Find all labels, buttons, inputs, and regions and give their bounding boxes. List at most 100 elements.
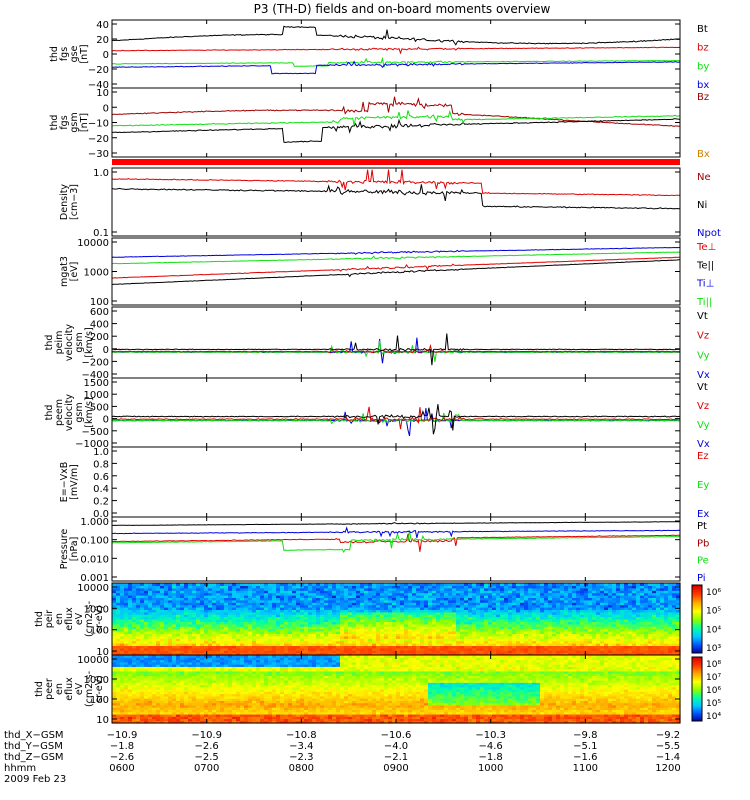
legend-Vx: Vx xyxy=(697,370,710,381)
legend-Pt: Pt xyxy=(697,521,707,532)
ytick-label: 1000 xyxy=(84,675,109,686)
legend-Pi: Pi xyxy=(697,573,706,584)
ylabel-peem-vel: thd xyxy=(44,405,55,421)
panel-frame-temp xyxy=(111,237,681,306)
ytick-label: 0.1 xyxy=(93,228,109,239)
ytick-label: −10 xyxy=(88,119,109,130)
xtick-value: −1.8 xyxy=(110,741,134,752)
status-bar xyxy=(112,159,680,165)
legend-bz: bz xyxy=(697,43,709,54)
ylabel-temp: mgat3 xyxy=(59,256,70,287)
ytick-label: 1500 xyxy=(84,378,109,389)
ytick-label: −20 xyxy=(88,134,109,145)
ylabel-fgs-gse: fgs xyxy=(59,47,70,61)
ytick-label: −1000 xyxy=(75,439,109,450)
xtick-value: −4.6 xyxy=(479,741,503,752)
ytick-label: 0.4 xyxy=(93,484,109,495)
ytick-label: 0.010 xyxy=(80,554,109,565)
series-fgs-gse-3 xyxy=(112,60,681,75)
ylabel-pressure: Pressure xyxy=(59,529,70,570)
series-peem-vel-2 xyxy=(111,406,681,430)
series-fgs-gse-0 xyxy=(111,25,681,46)
xtick-value: −1.6 xyxy=(573,752,597,763)
panel-frame-pressure xyxy=(111,516,681,582)
ylabel-peem-vel: peem xyxy=(54,399,65,426)
ytick-label: 200 xyxy=(90,332,109,343)
xtick-value: −5.1 xyxy=(573,741,597,752)
ytick-label: −30 xyxy=(88,149,109,160)
ytick-label: 0.001 xyxy=(80,573,109,584)
ylabel-efield: E=−VxB xyxy=(59,462,70,503)
series-pressure-3 xyxy=(111,526,681,539)
series-peim-vel-0 xyxy=(112,337,681,364)
ytick-label: 10000 xyxy=(77,583,109,594)
ylabel-peim-vel: thd xyxy=(44,335,55,351)
series-peim-vel-3 xyxy=(112,333,681,366)
xtick-value: −10.3 xyxy=(475,730,506,741)
ylabel-peir-spec: en xyxy=(54,613,65,625)
ytick-label: −20 xyxy=(88,65,109,76)
ytick-label: 1.0 xyxy=(93,168,109,179)
series-pressure-1 xyxy=(111,533,680,552)
series-fgs-gse-1 xyxy=(111,46,681,55)
ylabel-peir-spec: thd xyxy=(34,611,45,627)
colorbar-peir-spec xyxy=(691,584,703,654)
colorbar-label: 10⁸ xyxy=(706,660,721,670)
panel-frame-peem-vel xyxy=(111,377,681,448)
legend-Vx: Vx xyxy=(697,439,710,450)
panel-frame-peim-vel xyxy=(111,306,681,379)
ytick-label: 10 xyxy=(96,88,109,99)
legend-Vy: Vy xyxy=(697,420,710,431)
ytick-label: 10 xyxy=(96,647,109,658)
xtick-value: −9.8 xyxy=(573,730,597,741)
ylabel-peer-spec: eflux xyxy=(64,677,75,701)
xtick-value: −4.0 xyxy=(384,741,408,752)
panel-frame-fgs-gse xyxy=(111,19,681,89)
xaxis-row-label: thd_Z−GSM xyxy=(4,752,64,763)
colorbar-label: 10⁵ xyxy=(706,607,721,617)
panel-temp: 10000 1000 100 mgat3 [eV] Te⊥ Te|| Ti⊥ Ti|| xyxy=(59,237,716,308)
ylabel-peer-spec: peer xyxy=(44,678,55,700)
ylabel-density: Density xyxy=(59,184,70,220)
legend-Npot: Npot xyxy=(697,228,721,239)
legend-Ti||: Ti|| xyxy=(696,297,712,308)
ylabel-peim-vel: [km/s] xyxy=(84,327,95,357)
ylabel-pressure: [nPa] xyxy=(69,537,80,562)
colorbar-label: 10⁶ xyxy=(706,588,721,598)
legend-Te⊥: Te⊥ xyxy=(696,242,716,253)
ytick-label: 1.0 xyxy=(93,447,109,458)
series-density-1 xyxy=(111,184,680,210)
xaxis-row-label: hhmm xyxy=(4,763,36,774)
ylabel-temp: [eV] xyxy=(69,262,80,282)
xtick-value: −10.9 xyxy=(191,730,222,741)
ytick-label: 400 xyxy=(90,320,109,331)
ytick-label: −400 xyxy=(82,370,109,381)
ylabel-peem-vel: velocity xyxy=(64,394,75,432)
ytick-label: 100 xyxy=(90,626,109,637)
ylabel-peer-spec: thd xyxy=(34,681,45,697)
legend-bx: bx xyxy=(697,80,709,91)
xtick-value: −3.4 xyxy=(289,741,313,752)
ytick-label: 100 xyxy=(90,695,109,706)
legend-Ez: Ez xyxy=(697,451,709,462)
legend-Bz: Bz xyxy=(697,92,709,103)
ylabel-peer-spec: eV xyxy=(74,682,85,695)
ytick-label: 0.100 xyxy=(80,536,109,547)
ylabel-peir-spec: eV xyxy=(74,612,85,625)
panel-peer-spec: 10000 1000 100 10 thd peer en eflux eV (cm2-s-sr-… xyxy=(34,654,721,726)
colorbar-label: 10⁶ xyxy=(706,686,721,696)
ytick-label: −500 xyxy=(82,427,109,438)
ytick-label: 40 xyxy=(96,20,109,31)
ytick-label: 0 xyxy=(103,415,109,426)
ytick-label: 100 xyxy=(90,297,109,308)
series-density-0 xyxy=(111,169,681,197)
legend-Vt: Vt xyxy=(697,382,708,393)
x-axis-labels: thd_X−GSM −10.9 −10.9 −10.8 −10.6 −10.3 −9.8 −9… xyxy=(4,730,681,785)
series-temp-3 xyxy=(111,259,680,286)
ytick-label: −40 xyxy=(88,80,109,91)
colorbar-peer-spec xyxy=(691,656,703,722)
colorbar-label: 10⁷ xyxy=(706,673,721,683)
